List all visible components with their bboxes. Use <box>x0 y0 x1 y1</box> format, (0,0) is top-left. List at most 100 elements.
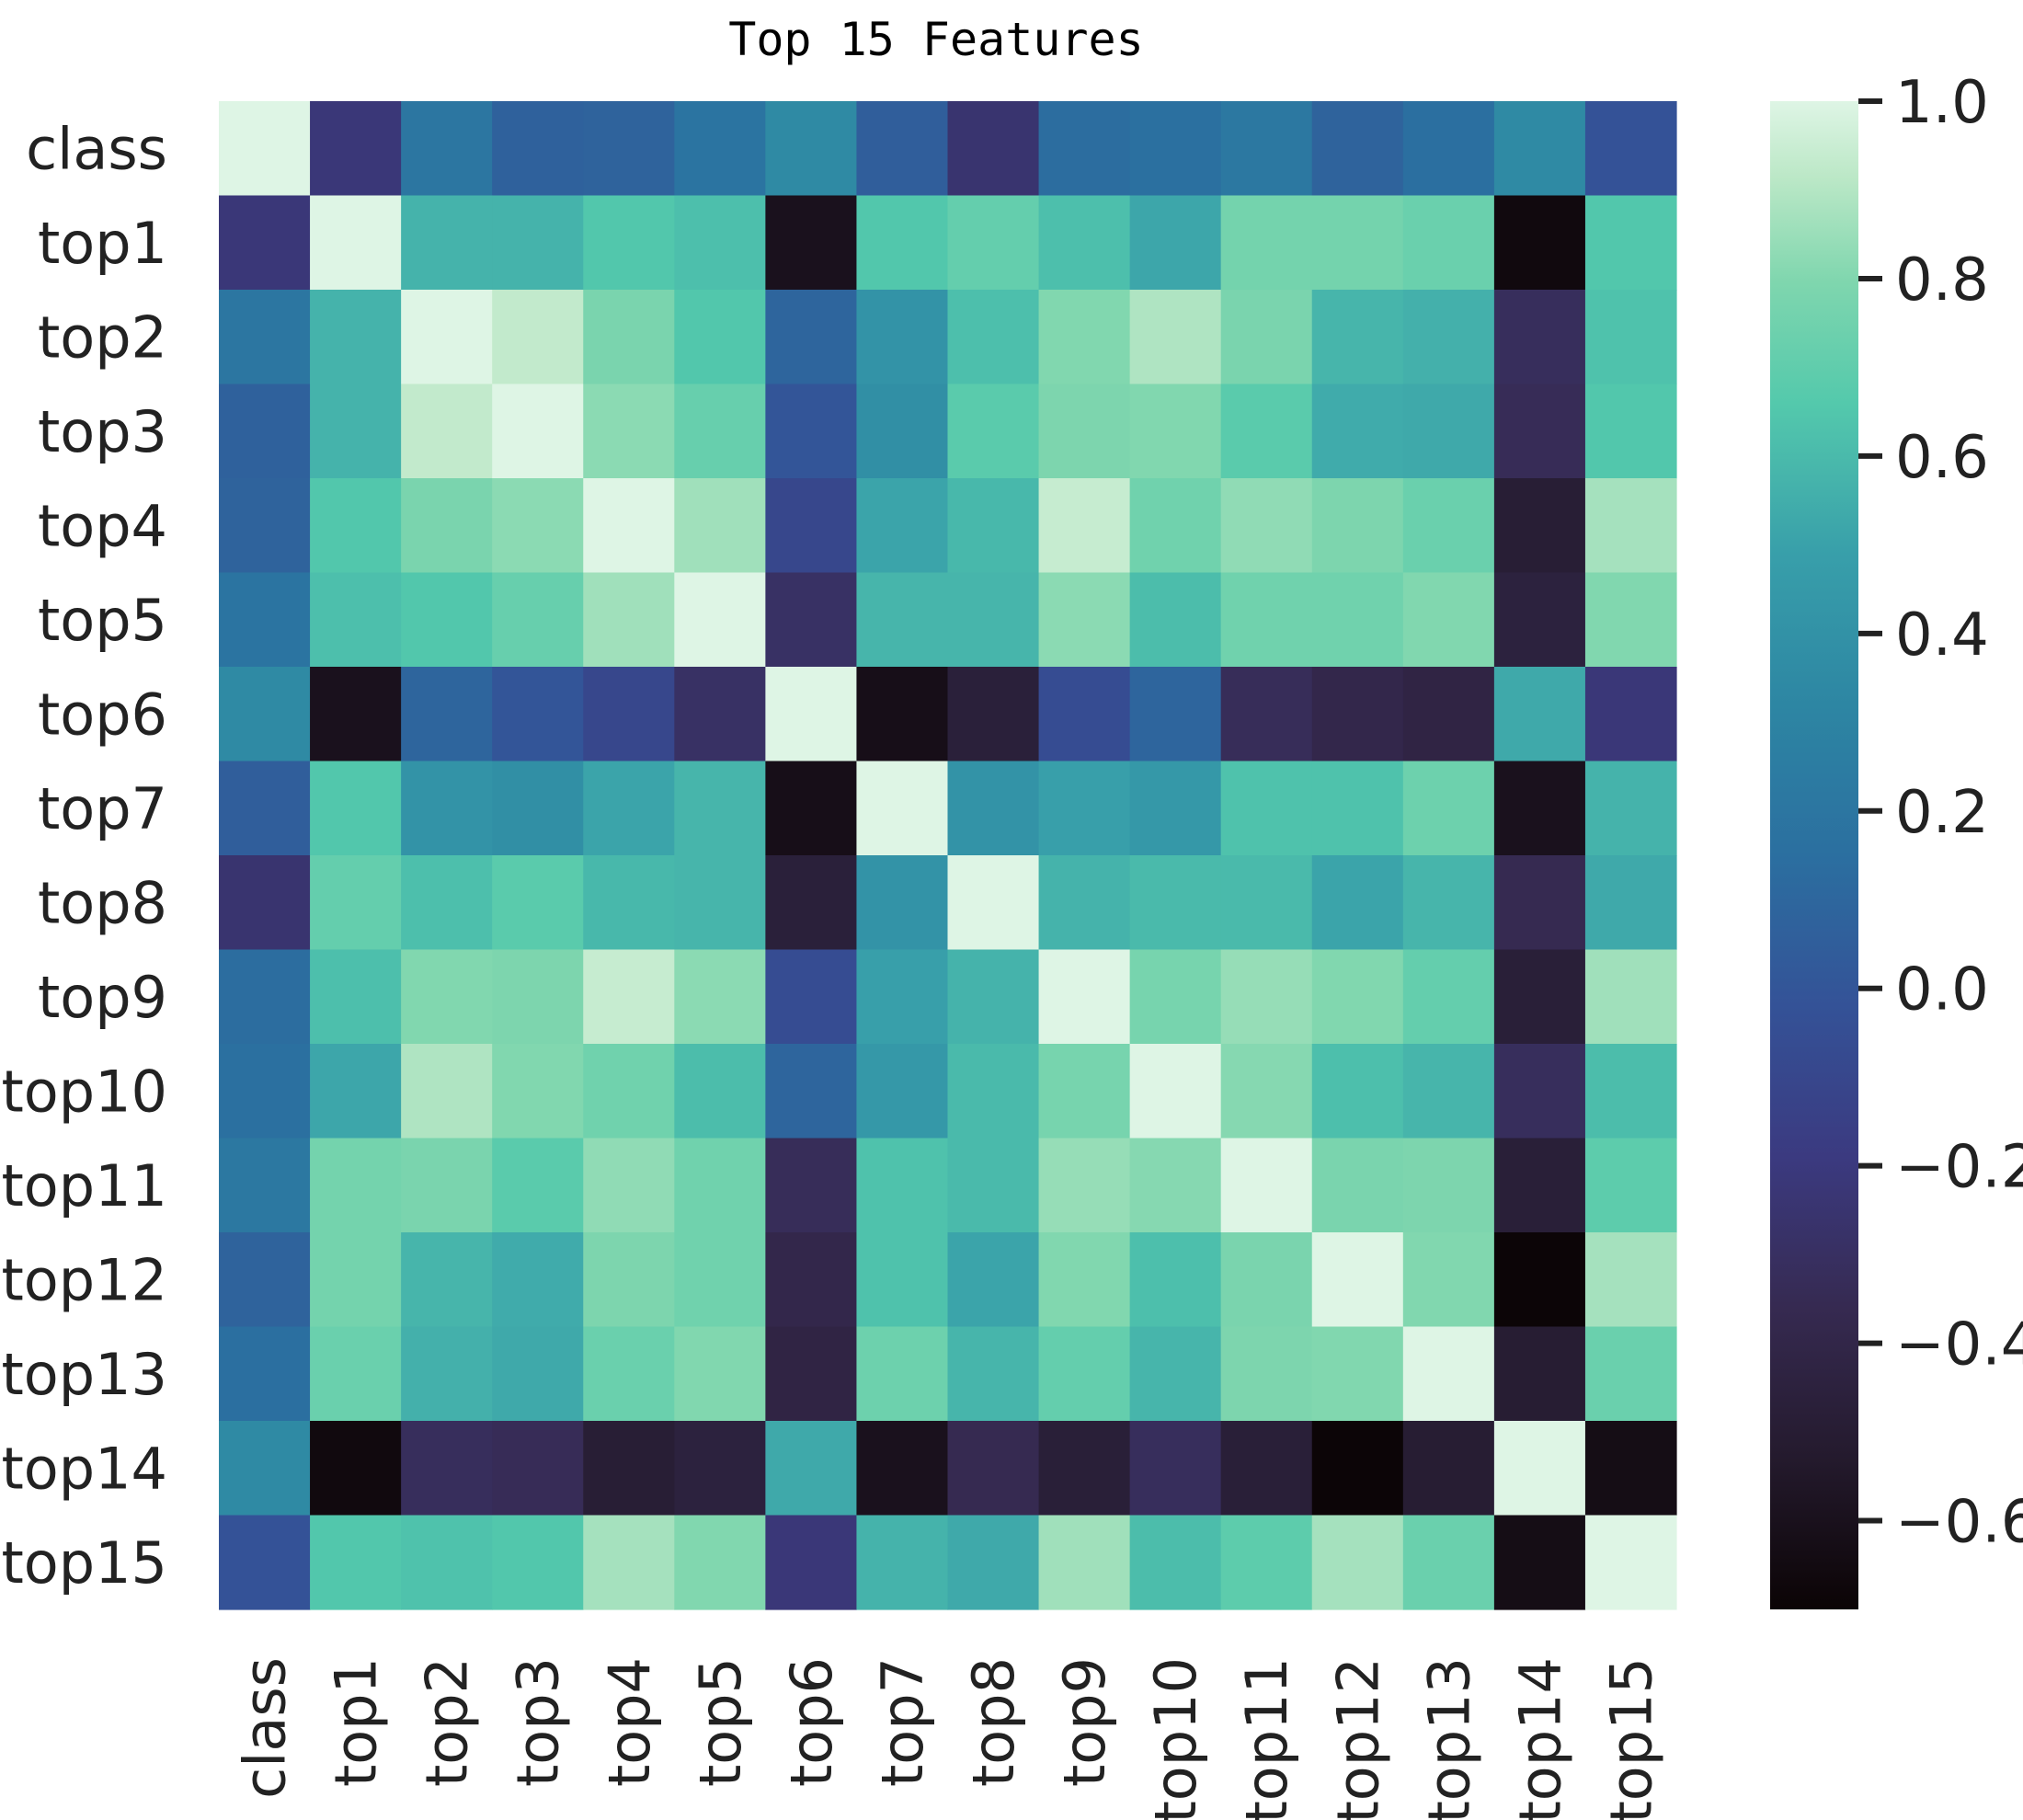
heatmap-cell-class-top3 <box>492 101 584 197</box>
colorbar <box>1770 101 1858 1609</box>
heatmap-cell-top8-top4 <box>583 855 675 951</box>
colorbar-tick-label: −0.6 <box>1895 1489 2023 1557</box>
heatmap-cell-top3-top9 <box>1038 383 1131 479</box>
heatmap-cell-top10-top12 <box>1311 1044 1404 1139</box>
heatmap-cell-top13-top9 <box>1038 1326 1131 1422</box>
heatmap-cell-top14-top6 <box>765 1421 858 1517</box>
heatmap-cell-top5-top1 <box>310 572 402 668</box>
heatmap-cell-top15-top6 <box>765 1515 858 1610</box>
heatmap-cell-top4-top8 <box>947 478 1040 574</box>
heatmap-cell-top6-top12 <box>1311 667 1404 762</box>
heatmap-cell-top13-top10 <box>1129 1326 1222 1422</box>
heatmap-cell-top13-top7 <box>856 1326 949 1422</box>
heatmap-cell-top7-top3 <box>492 761 584 856</box>
heatmap-cell-top2-top13 <box>1402 290 1495 385</box>
x-tick-label-top11: top11 <box>1233 1657 1300 1820</box>
heatmap-cell-top14-top2 <box>401 1421 493 1517</box>
heatmap-cell-top11-top10 <box>1129 1138 1222 1233</box>
heatmap-cell-top6-top3 <box>492 667 584 762</box>
y-tick-label-top13: top13 <box>2 1341 168 1408</box>
heatmap-cell-top4-top9 <box>1038 478 1131 574</box>
heatmap-cell-top10-top1 <box>310 1044 402 1139</box>
heatmap-cell-top3-top6 <box>765 383 858 479</box>
heatmap-cell-top2-top10 <box>1129 290 1222 385</box>
heatmap-cell-class-top13 <box>1402 101 1495 197</box>
heatmap-cell-top4-top10 <box>1129 478 1222 574</box>
x-tick-label-top7: top7 <box>869 1657 936 1787</box>
heatmap-cell-top9-class <box>219 949 311 1045</box>
x-tick-label-top13: top13 <box>1415 1657 1482 1820</box>
x-tick-label-top8: top8 <box>960 1657 1027 1787</box>
heatmap-cell-top11-class <box>219 1138 311 1233</box>
heatmap-cell-top13-top11 <box>1220 1326 1313 1422</box>
heatmap-cell-top10-top14 <box>1493 1044 1586 1139</box>
heatmap-cell-top4-top6 <box>765 478 858 574</box>
heatmap-cell-top9-top6 <box>765 949 858 1045</box>
heatmap-cell-top3-top1 <box>310 383 402 479</box>
heatmap-cell-top4-top12 <box>1311 478 1404 574</box>
heatmap-cell-top11-top8 <box>947 1138 1040 1233</box>
heatmap-cell-top10-top11 <box>1220 1044 1313 1139</box>
heatmap-cell-top7-top14 <box>1493 761 1586 856</box>
heatmap-cell-top7-top7 <box>856 761 949 856</box>
heatmap-cell-class-top2 <box>401 101 493 197</box>
heatmap-cell-top10-top6 <box>765 1044 858 1139</box>
heatmap-cell-top6-top7 <box>856 667 949 762</box>
heatmap-cell-top15-class <box>219 1515 311 1610</box>
y-tick-label-top11: top11 <box>2 1152 168 1219</box>
heatmap-cell-top14-top7 <box>856 1421 949 1517</box>
heatmap-cell-top4-top1 <box>310 478 402 574</box>
heatmap-cell-top4-top14 <box>1493 478 1586 574</box>
heatmap-cell-top8-top10 <box>1129 855 1222 951</box>
heatmap-cell-top6-top11 <box>1220 667 1313 762</box>
heatmap-cell-top15-top5 <box>674 1515 766 1610</box>
heatmap-cell-top7-top10 <box>1129 761 1222 856</box>
heatmap-cell-top15-top3 <box>492 1515 584 1610</box>
x-tick-label-top3: top3 <box>505 1657 572 1787</box>
heatmap-cell-top15-top10 <box>1129 1515 1222 1610</box>
heatmap-cell-top7-top6 <box>765 761 858 856</box>
heatmap-cell-top11-top6 <box>765 1138 858 1233</box>
heatmap-cell-top8-top9 <box>1038 855 1131 951</box>
heatmap-cell-top10-top7 <box>856 1044 949 1139</box>
heatmap-cell-top12-top11 <box>1220 1232 1313 1328</box>
heatmap-cell-top3-top4 <box>583 383 675 479</box>
heatmap-cell-top8-class <box>219 855 311 951</box>
heatmap-cell-top4-top2 <box>401 478 493 574</box>
heatmap-cell-top9-top15 <box>1584 949 1677 1045</box>
heatmap-cell-top12-top6 <box>765 1232 858 1328</box>
heatmap-cell-top9-top11 <box>1220 949 1313 1045</box>
heatmap-cell-top15-top14 <box>1493 1515 1586 1610</box>
x-tick-label-top15: top15 <box>1597 1657 1664 1820</box>
heatmap-cell-top13-top13 <box>1402 1326 1495 1422</box>
heatmap-cell-top9-top8 <box>947 949 1040 1045</box>
colorbar-tick-label: 1.0 <box>1895 69 1989 137</box>
x-axis-labels: class top1 top2 top3 top4 top5 top6 top7 top8 top… <box>232 1657 1665 1820</box>
heatmap-cell-top5-top10 <box>1129 572 1222 668</box>
heatmap-cell-top8-top6 <box>765 855 858 951</box>
heatmap-cell-top10-top15 <box>1584 1044 1677 1139</box>
heatmap-cell-top15-top13 <box>1402 1515 1495 1610</box>
heatmap-cell-top14-top11 <box>1220 1421 1313 1517</box>
heatmap-cell-top3-top3 <box>492 383 584 479</box>
heatmap-cell-top2-top9 <box>1038 290 1131 385</box>
heatmap-cell-top1-top4 <box>583 195 675 291</box>
heatmap-cell-top1-top15 <box>1584 195 1677 291</box>
heatmap-cell-top8-top3 <box>492 855 584 951</box>
heatmap-cell-top6-top2 <box>401 667 493 762</box>
heatmap-cell-top8-top14 <box>1493 855 1586 951</box>
heatmap-cell-top2-class <box>219 290 311 385</box>
heatmap-cell-top7-top11 <box>1220 761 1313 856</box>
y-tick-label-class: class <box>26 115 167 182</box>
heatmap-cell-top7-top12 <box>1311 761 1404 856</box>
x-tick-label-class: class <box>232 1657 299 1799</box>
colorbar-tick-label: 0.2 <box>1895 779 1989 847</box>
heatmap-cell-top12-top7 <box>856 1232 949 1328</box>
chart-title: Top 15 Features <box>728 13 1144 66</box>
heatmap-cell-top8-top8 <box>947 855 1040 951</box>
x-tick-label-top4: top4 <box>596 1657 663 1787</box>
heatmap-cell-top13-top15 <box>1584 1326 1677 1422</box>
y-tick-label-top15: top15 <box>2 1529 168 1597</box>
heatmap-cell-top14-class <box>219 1421 311 1517</box>
